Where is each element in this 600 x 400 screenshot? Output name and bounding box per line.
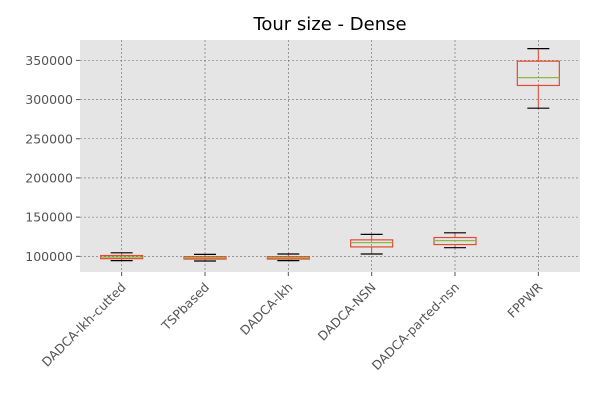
box-iqr bbox=[350, 239, 394, 248]
box-series bbox=[100, 48, 560, 262]
y-tick-label: 150000 bbox=[25, 210, 73, 225]
box-item bbox=[350, 233, 394, 255]
y-tick-label: 250000 bbox=[25, 131, 73, 146]
y-tick-label: 200000 bbox=[25, 170, 73, 185]
y-tick-label: 350000 bbox=[25, 53, 73, 68]
box-item bbox=[433, 232, 477, 249]
y-axis: 100000 150000 200000 250000 300000 350000 bbox=[25, 53, 80, 264]
box-item bbox=[516, 48, 560, 109]
box-item bbox=[183, 253, 227, 262]
box-iqr bbox=[516, 60, 560, 87]
y-grid-lines bbox=[80, 60, 580, 257]
plot-area bbox=[80, 40, 580, 272]
chart-title: Tour size - Dense bbox=[252, 14, 406, 35]
y-tick-label: 100000 bbox=[25, 249, 73, 264]
box-item bbox=[100, 252, 144, 262]
y-tick-label: 300000 bbox=[25, 92, 73, 107]
box-item bbox=[266, 253, 310, 262]
